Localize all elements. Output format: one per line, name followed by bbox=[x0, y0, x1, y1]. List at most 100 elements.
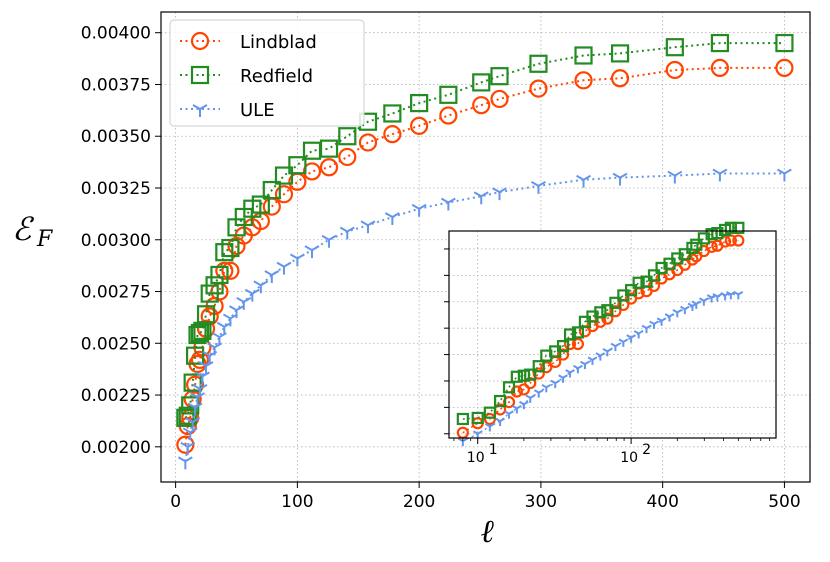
x-tick-label: 0 bbox=[170, 492, 181, 512]
data-point bbox=[215, 243, 234, 262]
y-tick-label: 0.00275 bbox=[81, 283, 151, 303]
data-point bbox=[194, 371, 210, 385]
data-point bbox=[531, 181, 546, 194]
legend-entry-ule: ULE bbox=[180, 100, 275, 121]
data-point bbox=[185, 346, 205, 365]
data-point bbox=[360, 220, 376, 234]
data-point bbox=[610, 44, 630, 63]
legend-entry-lindblad: Lindblad bbox=[180, 31, 317, 53]
data-point bbox=[196, 305, 216, 324]
data-point bbox=[215, 261, 234, 280]
data-point bbox=[319, 139, 339, 158]
y-tick-label: 0.00250 bbox=[81, 334, 151, 354]
data-point bbox=[440, 197, 456, 211]
data-point bbox=[236, 297, 252, 310]
data-point bbox=[358, 133, 378, 152]
inset-data-point bbox=[732, 234, 745, 247]
inset-data-point bbox=[733, 291, 744, 300]
data-point bbox=[182, 427, 198, 441]
inset-data-point bbox=[719, 235, 732, 248]
inset-data-point bbox=[533, 389, 544, 398]
data-point bbox=[665, 38, 684, 57]
data-point bbox=[178, 406, 197, 425]
data-point bbox=[472, 73, 491, 92]
inset-data-point bbox=[672, 308, 683, 318]
data-point bbox=[211, 332, 227, 346]
inset-series bbox=[456, 221, 745, 447]
data-point bbox=[304, 245, 320, 259]
legend-box bbox=[169, 19, 365, 127]
data-point bbox=[183, 373, 202, 392]
legend-marker bbox=[190, 65, 210, 85]
x-tick-label: 400 bbox=[646, 492, 678, 512]
x-tick-label: 500 bbox=[768, 492, 800, 512]
inset-data-point bbox=[524, 376, 537, 390]
inset-data-point bbox=[712, 293, 723, 302]
inset-data-point bbox=[525, 394, 536, 403]
inset-data-point bbox=[711, 227, 724, 240]
inset-data-point bbox=[679, 305, 690, 315]
data-point bbox=[776, 168, 792, 182]
y-tick-label: 0.00400 bbox=[81, 24, 151, 44]
inset-data-point bbox=[510, 370, 523, 383]
inset-series-redfield bbox=[456, 221, 745, 426]
data-point bbox=[490, 89, 509, 109]
data-point bbox=[262, 180, 281, 200]
inset-data-point bbox=[625, 284, 638, 297]
inset-data-point bbox=[647, 269, 661, 282]
data-point bbox=[198, 361, 214, 375]
inset-data-point bbox=[563, 328, 577, 341]
data-point bbox=[576, 174, 591, 188]
inset-data-point bbox=[656, 317, 667, 326]
legend-entry-redfield: Redfield bbox=[180, 65, 313, 87]
inset-data-point bbox=[610, 342, 621, 352]
data-point bbox=[253, 280, 269, 294]
data-point bbox=[472, 96, 491, 115]
legend-label: ULE bbox=[240, 100, 275, 121]
data-point bbox=[216, 321, 232, 335]
y-tick-label: 0.00375 bbox=[81, 75, 151, 95]
y-tick-label: 0.00350 bbox=[81, 127, 151, 147]
data-point bbox=[383, 104, 402, 123]
main-series bbox=[176, 33, 794, 470]
y-tick-label: 0.00325 bbox=[81, 179, 151, 199]
data-point bbox=[529, 79, 548, 98]
inset-data-point bbox=[618, 338, 629, 347]
inset-data-point bbox=[517, 369, 530, 382]
data-point bbox=[667, 170, 683, 184]
x-tick-label: 200 bbox=[403, 492, 435, 512]
main-axes-frame bbox=[160, 11, 811, 483]
inset-x-tick-label: 10 bbox=[620, 450, 638, 466]
inset-series-ule bbox=[457, 291, 744, 447]
inset-data-point bbox=[504, 410, 514, 419]
y-axis-label-main: ℰ bbox=[12, 210, 35, 248]
data-point bbox=[190, 392, 205, 406]
data-point bbox=[775, 33, 794, 53]
x-axis-label: ℓ bbox=[480, 512, 494, 550]
inset-data-point bbox=[502, 381, 516, 394]
inset-data-point bbox=[483, 406, 496, 419]
data-point bbox=[439, 106, 458, 125]
y-tick-label: 0.00300 bbox=[81, 231, 151, 251]
data-point bbox=[321, 234, 337, 248]
data-point bbox=[185, 417, 201, 430]
data-point bbox=[411, 203, 427, 217]
inset-data-point bbox=[595, 352, 606, 361]
data-point bbox=[210, 265, 229, 285]
inset-data-point bbox=[602, 348, 613, 357]
data-point bbox=[289, 253, 305, 267]
inset-data-point bbox=[580, 360, 590, 370]
data-point bbox=[274, 185, 294, 204]
data-point bbox=[574, 71, 593, 90]
inset-x-tick-exponent: 1 bbox=[489, 442, 498, 458]
y-axis-label-subscript: F bbox=[36, 227, 53, 252]
y-tick-label: 0.00200 bbox=[81, 438, 151, 458]
inset-data-point bbox=[573, 364, 583, 374]
inset-data-point bbox=[649, 320, 659, 329]
legend-label: Redfield bbox=[240, 66, 313, 87]
data-point bbox=[439, 85, 458, 104]
data-point bbox=[276, 261, 292, 275]
inset-x-tick-label: 10 bbox=[467, 450, 485, 466]
inset-data-point bbox=[571, 337, 585, 351]
